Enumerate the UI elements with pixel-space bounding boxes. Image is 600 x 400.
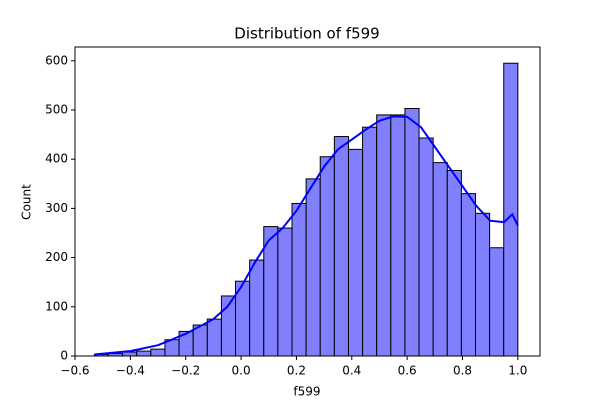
bar bbox=[503, 62, 519, 357]
chart-title: Distribution of f599 bbox=[234, 25, 379, 43]
x-tick-label: −0.4 bbox=[116, 364, 145, 378]
x-tick-label: 0.0 bbox=[232, 364, 251, 378]
bar bbox=[122, 351, 138, 357]
y-tick-label: 0 bbox=[60, 349, 68, 363]
x-tick-label: 0.2 bbox=[287, 364, 306, 378]
bar bbox=[489, 247, 505, 357]
x-axis-label: f599 bbox=[293, 385, 320, 399]
bar bbox=[475, 212, 491, 357]
x-tick-label: −0.2 bbox=[171, 364, 200, 378]
bar bbox=[460, 193, 477, 357]
bar bbox=[362, 126, 378, 357]
bar bbox=[446, 170, 462, 357]
x-tick-label: 0.6 bbox=[398, 364, 417, 378]
bar bbox=[432, 162, 448, 357]
bar bbox=[376, 114, 392, 357]
y-tick-label: 500 bbox=[45, 102, 68, 116]
y-tick-label: 200 bbox=[45, 250, 68, 264]
bar bbox=[390, 114, 406, 357]
y-tick-label: 300 bbox=[45, 201, 68, 215]
y-axis-label: Count bbox=[20, 184, 34, 220]
x-tick-label: 1.0 bbox=[508, 364, 527, 378]
y-tick-label: 400 bbox=[45, 152, 68, 166]
x-tick-label: 0.4 bbox=[342, 364, 361, 378]
bar bbox=[206, 318, 222, 357]
bar bbox=[333, 136, 349, 357]
bar bbox=[249, 259, 265, 357]
bar bbox=[347, 148, 364, 357]
bar bbox=[150, 348, 166, 357]
bar bbox=[136, 350, 152, 357]
bar bbox=[305, 178, 321, 357]
bar bbox=[277, 227, 293, 357]
bar bbox=[404, 108, 420, 357]
x-tick-label: −0.6 bbox=[60, 364, 89, 378]
y-tick-label: 600 bbox=[45, 53, 68, 67]
y-tick-label: 100 bbox=[45, 299, 68, 313]
bar bbox=[291, 202, 307, 357]
kde-line bbox=[94, 115, 519, 356]
x-tick-label: 0.8 bbox=[453, 364, 472, 378]
bar bbox=[418, 137, 434, 357]
bar bbox=[319, 156, 335, 357]
plot-frame bbox=[74, 46, 541, 357]
